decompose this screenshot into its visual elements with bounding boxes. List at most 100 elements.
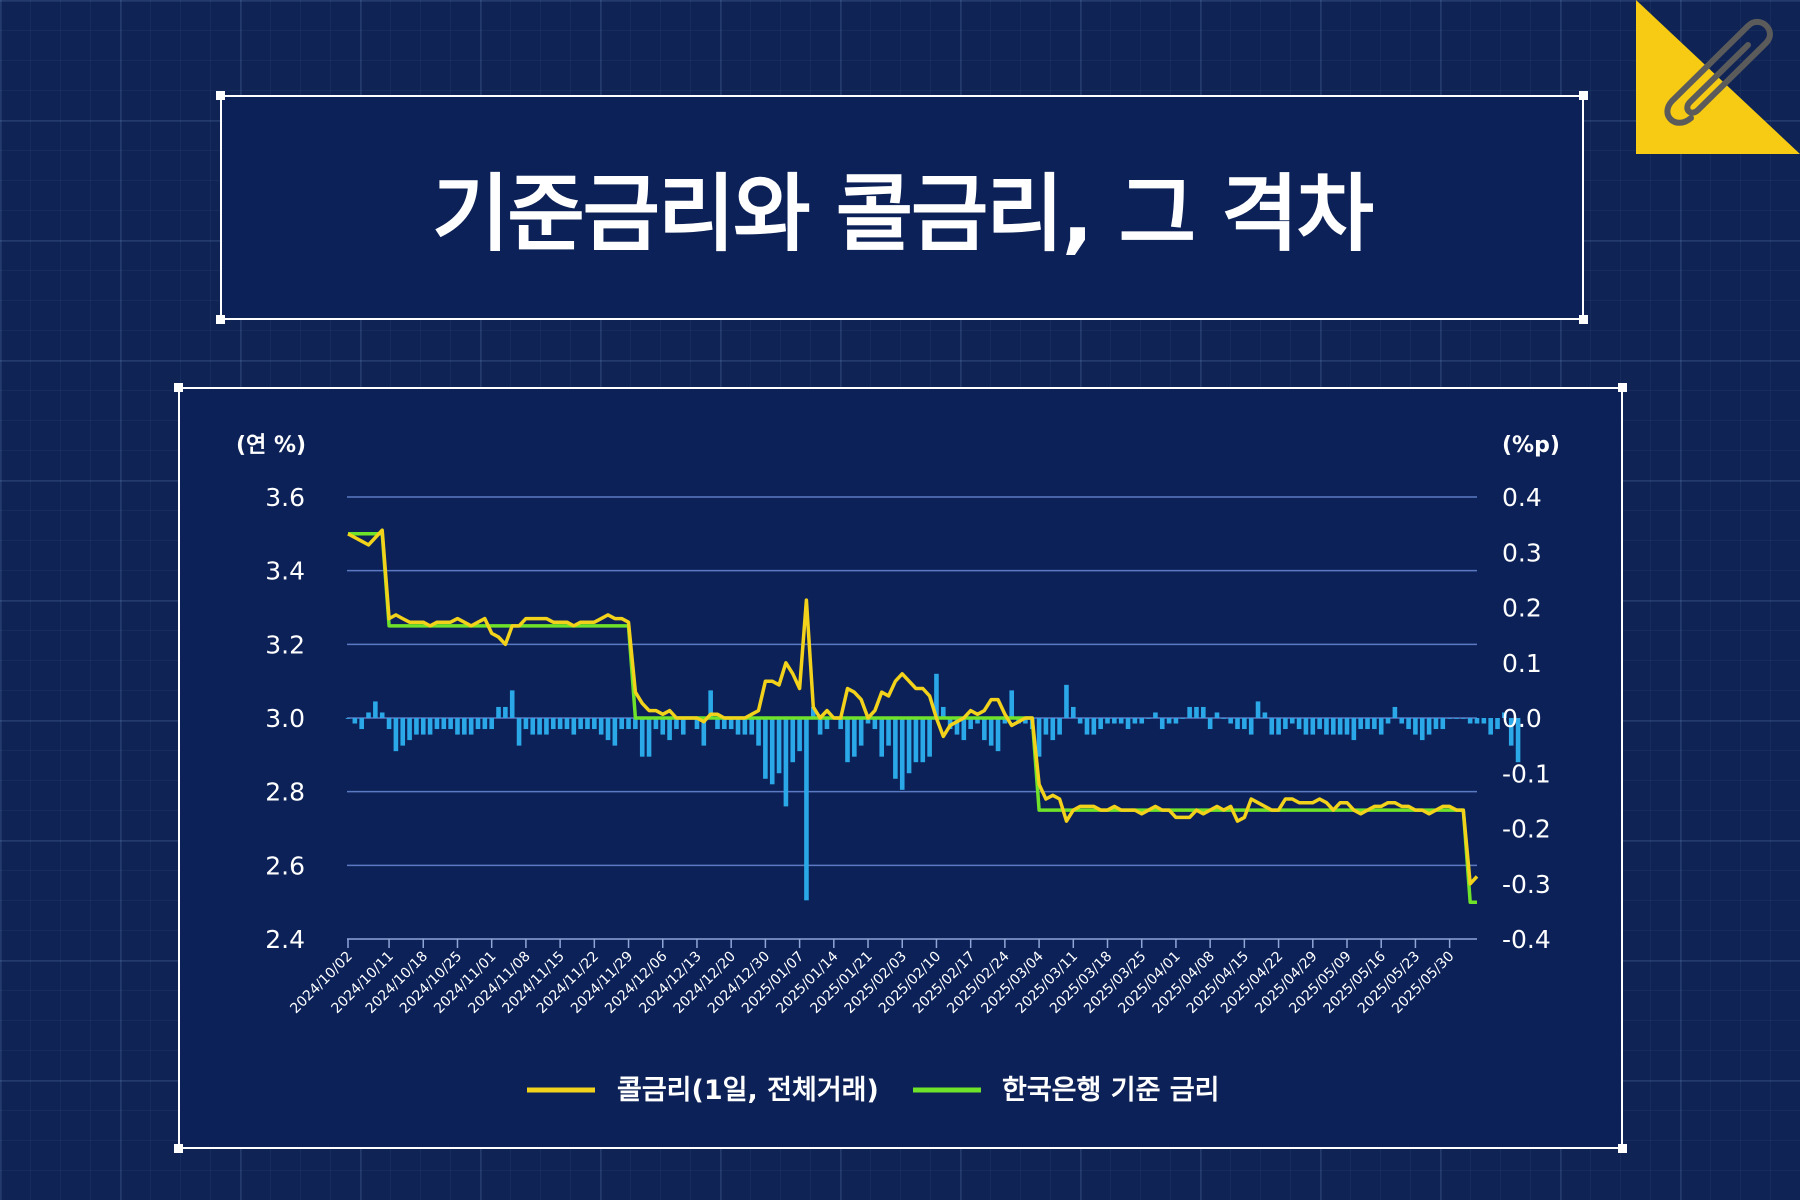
left-axis-unit: (연 %) <box>236 433 306 458</box>
spread-bar <box>475 718 481 730</box>
spread-bar <box>598 718 604 735</box>
spread-bar <box>373 701 378 718</box>
spread-bar <box>1173 718 1179 724</box>
spread-bar <box>804 718 809 901</box>
spread-bar <box>1159 718 1165 730</box>
spread-bar <box>1214 712 1220 718</box>
spread-bar <box>1153 712 1158 718</box>
spread-bar <box>797 718 802 752</box>
spread-bar <box>1180 718 1186 719</box>
right-tick-label: -0.1 <box>1502 759 1551 788</box>
spread-bar <box>400 718 406 746</box>
spread-bar <box>1201 706 1206 718</box>
spread-bar <box>961 718 967 741</box>
spread-bar <box>1043 718 1049 735</box>
spread-bar <box>920 718 926 763</box>
spread-bar <box>975 718 980 724</box>
spread-bar <box>1248 718 1254 735</box>
spread-bar <box>359 718 364 730</box>
spread-bar <box>366 712 371 718</box>
spread-bar <box>509 690 515 718</box>
frame-corner <box>1579 91 1588 100</box>
page-title: 기준금리와 콜금리, 그 격차 <box>432 165 1374 263</box>
spread-bar <box>1009 690 1015 718</box>
frame-corner <box>1579 315 1588 324</box>
spread-bar <box>879 718 885 757</box>
right-tick-label: -0.4 <box>1502 925 1551 954</box>
spread-bar <box>441 718 447 730</box>
spread-bar <box>462 718 467 735</box>
spread-bar <box>893 718 898 779</box>
spread-bar <box>585 718 590 730</box>
left-axis: 3.6 3.4 3.2 3.0 2.8 2.6 2.4 <box>265 483 305 954</box>
left-tick-label: 2.8 <box>265 778 305 807</box>
title-box: 기준금리와 콜금리, 그 격차 <box>216 91 1588 324</box>
spread-bar <box>1146 718 1151 719</box>
spread-bar <box>927 718 932 757</box>
spread-bar <box>407 718 412 741</box>
spread-bar <box>1276 718 1281 735</box>
spread-bar <box>1064 684 1069 718</box>
left-tick-label: 3.2 <box>265 630 305 659</box>
legend-label-call: 콜금리(1일, 전체거래) <box>617 1075 879 1106</box>
right-tick-label: 0.0 <box>1502 704 1542 733</box>
spread-bar <box>968 718 973 730</box>
spread-bar <box>865 718 871 724</box>
spread-bar <box>1077 718 1083 724</box>
spread-bar <box>708 690 713 718</box>
spread-bar <box>728 718 734 730</box>
spread-bar <box>954 718 960 735</box>
spread-bar <box>455 718 460 735</box>
spread-bar <box>1118 718 1124 724</box>
paperclip-corner-icon <box>1636 0 1800 154</box>
spread-bar <box>715 718 720 730</box>
spread-bar <box>386 718 392 730</box>
spread-bar <box>1426 718 1432 735</box>
spread-bar <box>680 718 686 735</box>
spread-bar <box>776 718 782 774</box>
spread-bar <box>742 718 748 735</box>
spread-bar <box>1433 718 1439 730</box>
spread-bar <box>537 718 542 735</box>
spread-bar <box>1372 718 1377 730</box>
right-tick-label: 0.3 <box>1502 538 1542 567</box>
spread-bar <box>701 718 707 746</box>
spread-bar <box>1105 718 1110 724</box>
spread-bar <box>530 718 536 735</box>
spread-bar <box>1091 718 1097 735</box>
spread-bar <box>1283 718 1288 730</box>
spread-bar <box>1070 706 1076 718</box>
spread-bar <box>448 718 453 730</box>
spread-bar <box>639 718 645 757</box>
spread-bar <box>489 718 494 730</box>
spread-bar <box>653 718 659 730</box>
spread-bar <box>1474 718 1480 724</box>
spread-bar <box>1036 718 1042 757</box>
frame-corner <box>216 91 225 100</box>
spread-bar <box>660 718 666 735</box>
spread-bar <box>1344 718 1350 735</box>
spread-bar <box>1454 718 1459 719</box>
spread-bar <box>674 718 679 730</box>
legend-label-base: 한국은행 기준 금리 <box>1002 1075 1220 1106</box>
frame-corner <box>1618 1144 1627 1153</box>
series-lines <box>347 528 1479 904</box>
spread-bar <box>886 718 891 746</box>
spread-bar <box>496 706 501 718</box>
spread-bar <box>763 718 768 779</box>
spread-bar <box>934 673 939 718</box>
spread-bar <box>1406 718 1411 730</box>
spread-bar <box>858 718 864 746</box>
spread-bar <box>824 718 830 730</box>
spread-bar <box>482 718 488 730</box>
spread-bar <box>427 718 433 735</box>
legend: 콜금리(1일, 전체거래) 한국은행 기준 금리 <box>527 1075 1220 1106</box>
spread-bar <box>1392 706 1398 718</box>
spread-bar <box>1447 718 1452 719</box>
spread-bar <box>1317 718 1322 730</box>
spread-bar <box>1467 718 1473 724</box>
spread-bar <box>988 718 994 746</box>
spread-bar <box>1057 718 1062 735</box>
spread-bar <box>1440 718 1446 730</box>
spread-bar <box>1139 718 1145 724</box>
